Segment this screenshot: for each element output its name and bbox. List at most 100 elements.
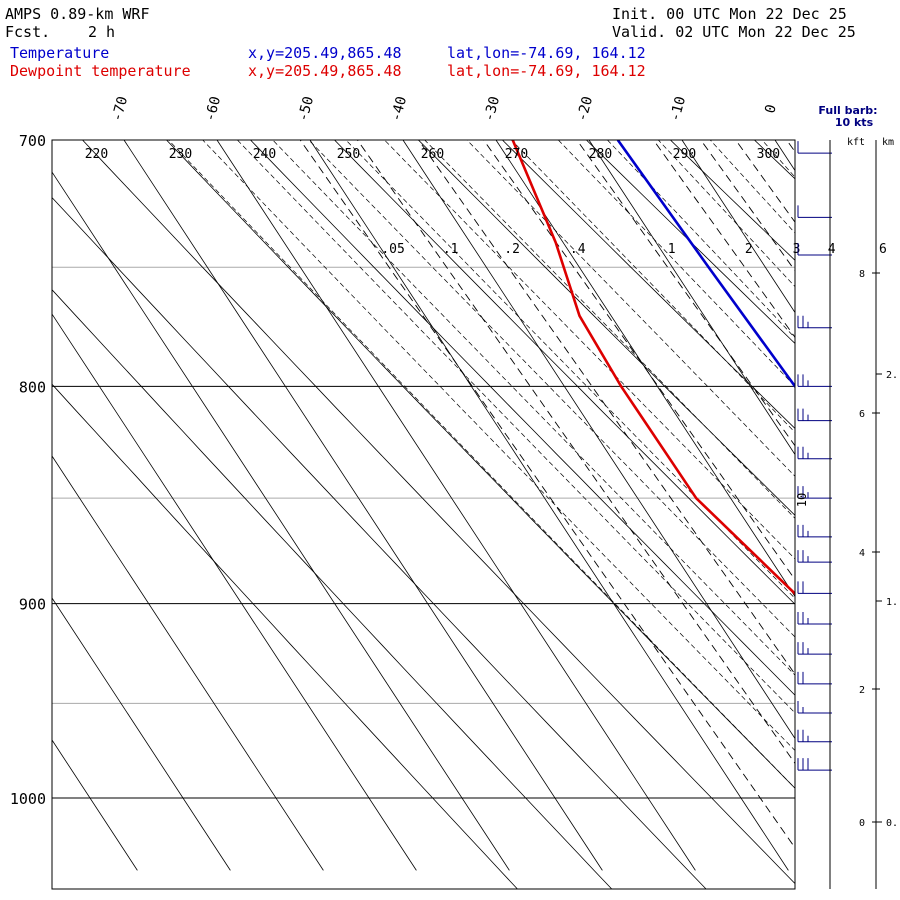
forecast-value: 2 h: [88, 23, 116, 41]
legend-temperature-label: Temperature: [10, 44, 110, 62]
legend-dewpoint-label: Dewpoint temperature: [10, 62, 191, 80]
legend-temperature-xy: x,y=205.49,865.48: [248, 44, 402, 62]
moist-adiabat-line: [466, 140, 795, 477]
kft-tick-label: 2: [859, 685, 865, 696]
mixing-ratio-line: [576, 140, 795, 447]
mixing-ratio-label: .1: [443, 242, 459, 257]
moist-adiabat-line: [709, 140, 795, 234]
wind-barb: [797, 758, 832, 771]
wind-barb: [797, 446, 832, 460]
moist-adiabat-line: [557, 140, 795, 387]
dry-adiabat-line: [417, 140, 795, 516]
dry-adiabat-label: 220: [85, 147, 108, 162]
wind-barb: [797, 642, 832, 655]
km-tick-label: 2.: [886, 370, 898, 381]
dry-adiabat-label: 250: [337, 147, 360, 162]
isotherm-line: [123, 140, 603, 871]
kft-tick-label: 6: [859, 409, 865, 420]
dry-adiabat-label: 290: [673, 147, 696, 162]
wind-barb: [797, 612, 832, 625]
dry-adiabat-line: [408, 0, 900, 900]
wind-barb: [797, 729, 832, 743]
moist-adiabat-line: [384, 140, 795, 560]
mixing-ratio-label: 6: [879, 242, 887, 257]
dry-adiabat-line: [52, 196, 707, 889]
isotherm-line: [216, 140, 696, 871]
mixing-ratio-label: .4: [570, 242, 586, 257]
isotherm-label: -10: [667, 95, 689, 124]
pressure-label: 800: [19, 378, 46, 396]
plot-frame: [51, 139, 796, 890]
sample-barb-label: 10: [795, 493, 809, 507]
moist-adiabat-line: [236, 140, 795, 714]
isotherm-label: -50: [295, 95, 317, 124]
moist-adiabat-line: [168, 140, 795, 789]
pressure-label: 900: [19, 596, 46, 614]
wind-barb: [797, 315, 832, 329]
mixing-ratio-line: [483, 140, 795, 581]
temperature-profile-line: [616, 140, 795, 389]
dewpoint-profile-line: [511, 140, 795, 596]
moist-adiabat-line: [345, 140, 795, 599]
wind-barb: [797, 408, 832, 422]
moist-adiabat-line: [308, 140, 795, 638]
dry-adiabat-label: 300: [757, 147, 780, 162]
dry-adiabat-line: [487, 0, 900, 900]
mixing-ratio-line: [704, 0, 900, 900]
isotherm-label: 0: [762, 103, 780, 115]
pressure-label: 1000: [10, 790, 46, 808]
legend-dewpoint-latlon: lat,lon=-74.69, 164.12: [447, 62, 646, 80]
wind-barb: [797, 701, 832, 714]
dry-adiabat-line: [501, 140, 795, 430]
dry-adiabat-line: [566, 0, 900, 900]
isotherm-line: [52, 597, 231, 871]
moist-adiabat-line: [272, 140, 795, 676]
wind-barb: [797, 486, 832, 499]
km-tick-label: 0.: [886, 818, 898, 829]
isotherm-label: -70: [109, 95, 131, 124]
kft-tick-label: 0: [859, 818, 865, 829]
mixing-ratio-label: .05: [381, 242, 404, 257]
isotherm-label: -40: [388, 95, 410, 124]
dry-adiabat-label: 280: [589, 147, 612, 162]
dry-adiabat-line: [52, 383, 518, 889]
valid-time: Valid. 02 UTC Mon 22 Dec 25: [612, 23, 856, 41]
wind-barb: [797, 205, 832, 218]
forecast-label: Fcst.: [5, 23, 51, 41]
kft-tick-label: 4: [859, 548, 865, 559]
barb-legend-title: Full barb:: [818, 104, 877, 117]
isotherm-line: [588, 140, 795, 456]
model-title: AMPS 0.89-km WRF: [5, 5, 150, 23]
dry-adiabat-label: 270: [505, 147, 528, 162]
mixing-ratio-label: 1: [668, 242, 676, 257]
kft-tick-label: 8: [859, 269, 865, 280]
km-label: km: [882, 137, 894, 148]
dry-adiabat-label: 240: [253, 147, 276, 162]
isotherm-line: [681, 140, 795, 314]
isotherm-line: [0, 140, 44, 870]
wind-barb: [797, 581, 832, 594]
height-scale: Full barb: 10 kts kft km 8 6 4 2 0 2. 1. 0.: [818, 104, 898, 889]
moist-adiabat-line: [510, 140, 795, 433]
dry-adiabat-label: 230: [169, 147, 192, 162]
mixing-ratio-line: [652, 140, 795, 339]
kft-label: kft: [847, 137, 865, 148]
legend-dewpoint-xy: x,y=205.49,865.48: [248, 62, 402, 80]
moist-adiabat-line: [424, 140, 795, 519]
isotherm-line: [309, 140, 789, 871]
dry-adiabat-line: [753, 140, 795, 180]
wind-barb: [797, 671, 832, 685]
isotherm-line: [52, 739, 138, 871]
km-tick-label: 1.: [886, 597, 898, 608]
mixing-ratio-line: [700, 140, 795, 272]
mixing-ratio-line: [299, 140, 795, 849]
mixing-ratio-line: [735, 140, 795, 223]
isotherm-line: [52, 455, 324, 871]
mixing-ratio-label: 2: [745, 242, 753, 257]
isotherm-line: [52, 313, 417, 871]
isotherm-label: -60: [202, 95, 224, 124]
init-time: Init. 00 UTC Mon 22 Dec 25: [612, 5, 847, 23]
